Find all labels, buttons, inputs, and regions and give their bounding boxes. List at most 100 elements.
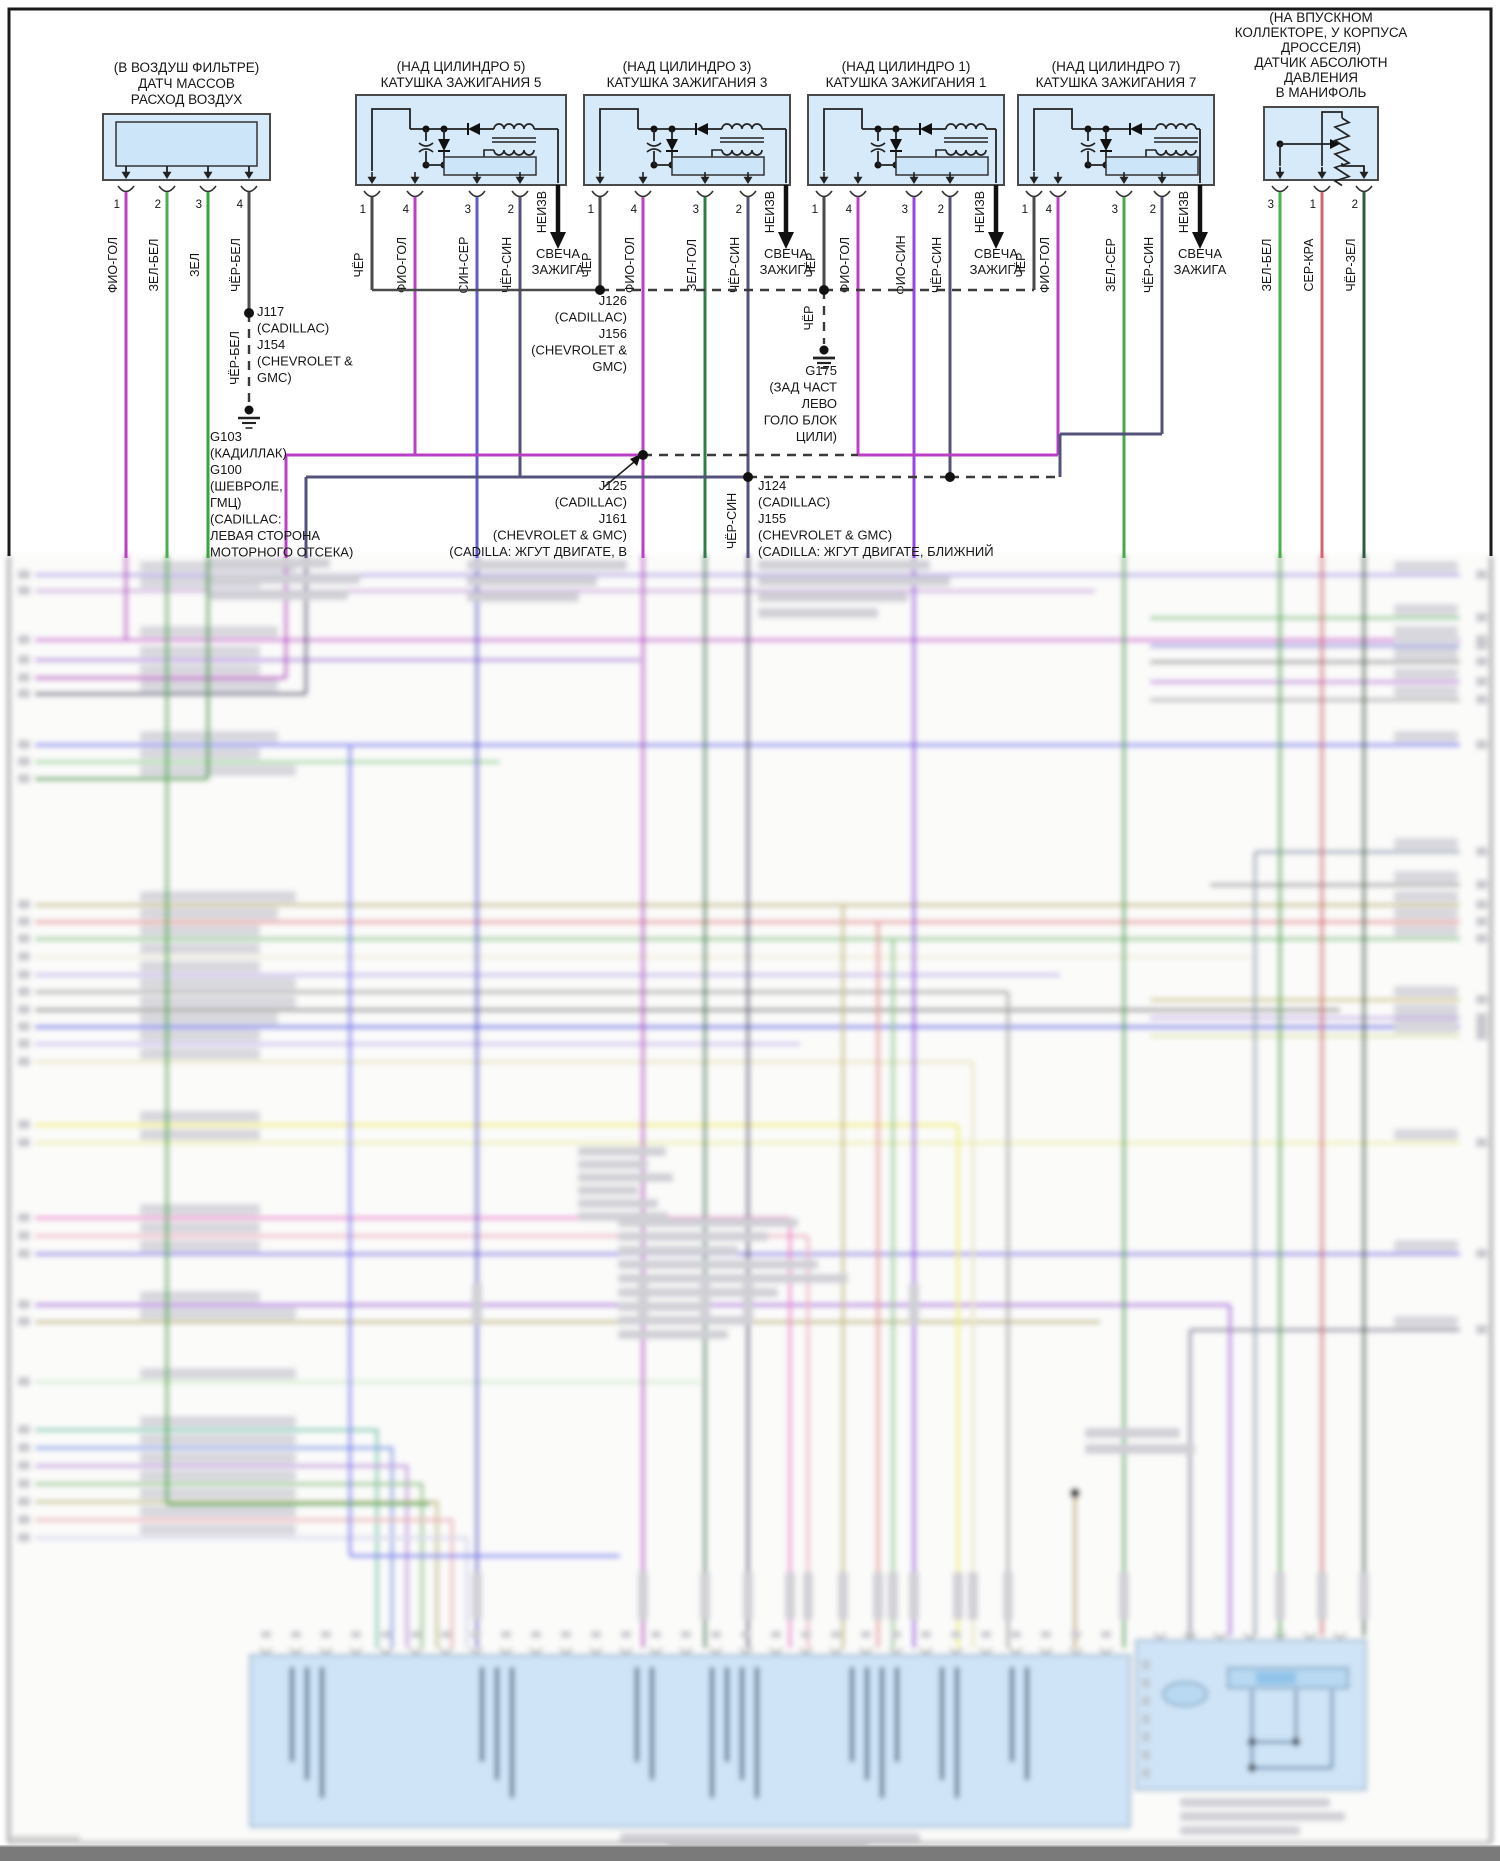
blurred-text-blob bbox=[1476, 641, 1487, 650]
blurred-text-blob bbox=[18, 1249, 30, 1258]
pin-socket-icon bbox=[158, 185, 176, 193]
internal-wire bbox=[823, 108, 863, 171]
wire-color-label: ЧЁР-БЕЛ bbox=[228, 331, 242, 385]
blurred-text-blob bbox=[1142, 1714, 1150, 1724]
pin-socket-icon bbox=[1271, 185, 1289, 193]
pin-number: 3 bbox=[196, 199, 202, 211]
blurred-text-blob bbox=[18, 586, 30, 595]
pin-number: 1 bbox=[114, 199, 120, 211]
component-name: КАТУШКА ЗАЖИГАНИЯ 3 bbox=[607, 75, 768, 90]
blurred-text-blob bbox=[1476, 1013, 1487, 1022]
blurred-text-blob bbox=[140, 943, 260, 954]
arrow-head-icon bbox=[853, 176, 863, 184]
component-location: (НАД ЦИЛИНДРО 1) bbox=[842, 59, 971, 74]
blurred-text-blob bbox=[1476, 695, 1487, 704]
pin-socket-icon bbox=[799, 1647, 813, 1654]
ignition-coil-5: (НАД ЦИЛИНДРО 5)КАТУШКА ЗАЖИГАНИЯ 5 1 ЧЁР 4… bbox=[352, 59, 585, 558]
note-line: G175 bbox=[805, 363, 837, 378]
component-location: (НАД ЦИЛИНДРО 7) bbox=[1052, 59, 1181, 74]
splice-dot bbox=[638, 450, 648, 460]
blurred-text-blob bbox=[18, 1377, 30, 1386]
blurred-text-blob bbox=[140, 1308, 296, 1319]
blurred-text-blob bbox=[1394, 871, 1458, 882]
pin-socket-icon bbox=[619, 1647, 633, 1654]
pin-socket-icon bbox=[634, 190, 652, 198]
pin-socket-icon bbox=[919, 1647, 933, 1654]
arrow-head-icon bbox=[595, 176, 605, 184]
blurred-text-blob bbox=[618, 1274, 848, 1283]
pin-socket-icon bbox=[1009, 1647, 1023, 1654]
wire-color-label: НЕИЗВ bbox=[763, 191, 777, 233]
net-cher bbox=[372, 285, 1034, 369]
blurred-text-blob bbox=[140, 664, 260, 675]
blurred-text-blob bbox=[261, 1631, 271, 1638]
component-name: ДАВЛЕНИЯ bbox=[1284, 70, 1358, 85]
diode-icon bbox=[890, 139, 902, 151]
blurred-text-blob bbox=[140, 1506, 296, 1517]
blurred-text-blob bbox=[140, 1416, 296, 1427]
pin-socket-icon bbox=[889, 1647, 903, 1654]
wire-color-label: ЧЁР-СИН bbox=[500, 237, 514, 293]
diode-icon bbox=[696, 123, 708, 135]
capacitor-icon bbox=[870, 148, 886, 153]
footer-bar bbox=[0, 1846, 1500, 1861]
pin-socket-icon bbox=[1153, 190, 1171, 198]
component-location: ДРОССЕЛЯ) bbox=[1281, 40, 1361, 55]
blurred-text-blob bbox=[1476, 995, 1487, 1004]
blurred-text-blob bbox=[18, 1479, 30, 1488]
transformer-secondary-icon bbox=[493, 149, 535, 156]
transformer-secondary-icon bbox=[945, 149, 987, 156]
capacitor-icon bbox=[870, 142, 886, 147]
note-line: J154 bbox=[257, 337, 285, 352]
pin-socket-icon bbox=[1049, 190, 1067, 198]
note-line: (CADILLA: ЖГУТ ДВИГАТЕ, БЛИЖНИЙ bbox=[758, 544, 994, 559]
note-g103: G103 (КАДИЛЛАК)G100 (ШЕВРОЛЕ,ГМЦ) (CADILLAC… bbox=[210, 429, 353, 560]
internal-wire bbox=[599, 108, 639, 171]
blurred-text-blob bbox=[1476, 1022, 1487, 1031]
blurred-text-blob bbox=[18, 1443, 30, 1452]
blurred-text-blob bbox=[803, 1572, 813, 1620]
inner-box bbox=[1256, 1672, 1296, 1684]
splice-dot bbox=[945, 472, 955, 482]
note-line: (ШЕВРОЛЕ, bbox=[210, 479, 283, 494]
blurred-text-blob bbox=[1142, 1660, 1150, 1670]
blurred-text-blob bbox=[140, 1048, 260, 1059]
blurred-text-blob bbox=[968, 1572, 978, 1620]
wire-color-label: ФИО-СИН bbox=[894, 235, 908, 294]
pin-socket-icon bbox=[591, 190, 609, 198]
ground-symbol-icon bbox=[813, 345, 835, 369]
blurred-text-blob bbox=[18, 635, 30, 644]
blurred-text-blob bbox=[18, 917, 30, 926]
blurred-text-blob bbox=[578, 1186, 638, 1195]
pin-socket-icon bbox=[469, 1647, 483, 1654]
arrow-head-icon bbox=[1029, 176, 1039, 184]
blurred-wire bbox=[35, 1428, 379, 1648]
blurred-text-blob bbox=[700, 1572, 710, 1620]
arrow-head-icon bbox=[988, 232, 1004, 249]
note-line: (CADILLAC) bbox=[257, 321, 329, 336]
pin-socket-icon bbox=[649, 1647, 663, 1654]
capacitor-icon bbox=[1080, 142, 1096, 147]
pin-number: 3 bbox=[465, 204, 471, 216]
pin-socket-icon bbox=[1025, 190, 1043, 198]
blurred-text-blob bbox=[140, 908, 278, 919]
wire-color-label: ЧЁР bbox=[804, 252, 818, 277]
blurred-text-blob bbox=[467, 576, 597, 586]
note-line: GMC) bbox=[257, 370, 292, 385]
note-line: (CHEVROLET & bbox=[257, 354, 353, 369]
pin-socket-icon bbox=[1039, 1647, 1053, 1654]
wire-color-label: ЧЁР-СИН bbox=[930, 237, 944, 293]
pin-socket-icon bbox=[679, 1647, 693, 1654]
arrow-head-icon bbox=[1157, 176, 1167, 184]
note-line: J125 bbox=[599, 478, 627, 493]
capacitor-icon bbox=[418, 148, 434, 153]
pin-socket-icon bbox=[815, 190, 833, 198]
arrow-head-icon bbox=[909, 176, 919, 184]
note-line: (CHEVROLET & bbox=[531, 343, 627, 358]
wire-color-label: ЗЕЛ-БЕЛ bbox=[1260, 239, 1274, 292]
ignition-coil-1: (НАД ЦИЛИНДРО 1)КАТУШКА ЗАЖИГАНИЯ 1 1 ЧЁР 4… bbox=[804, 59, 1023, 558]
blurred-text-blob bbox=[140, 961, 260, 972]
pin-socket-icon bbox=[979, 1647, 993, 1654]
arrow-head-icon bbox=[203, 171, 213, 179]
